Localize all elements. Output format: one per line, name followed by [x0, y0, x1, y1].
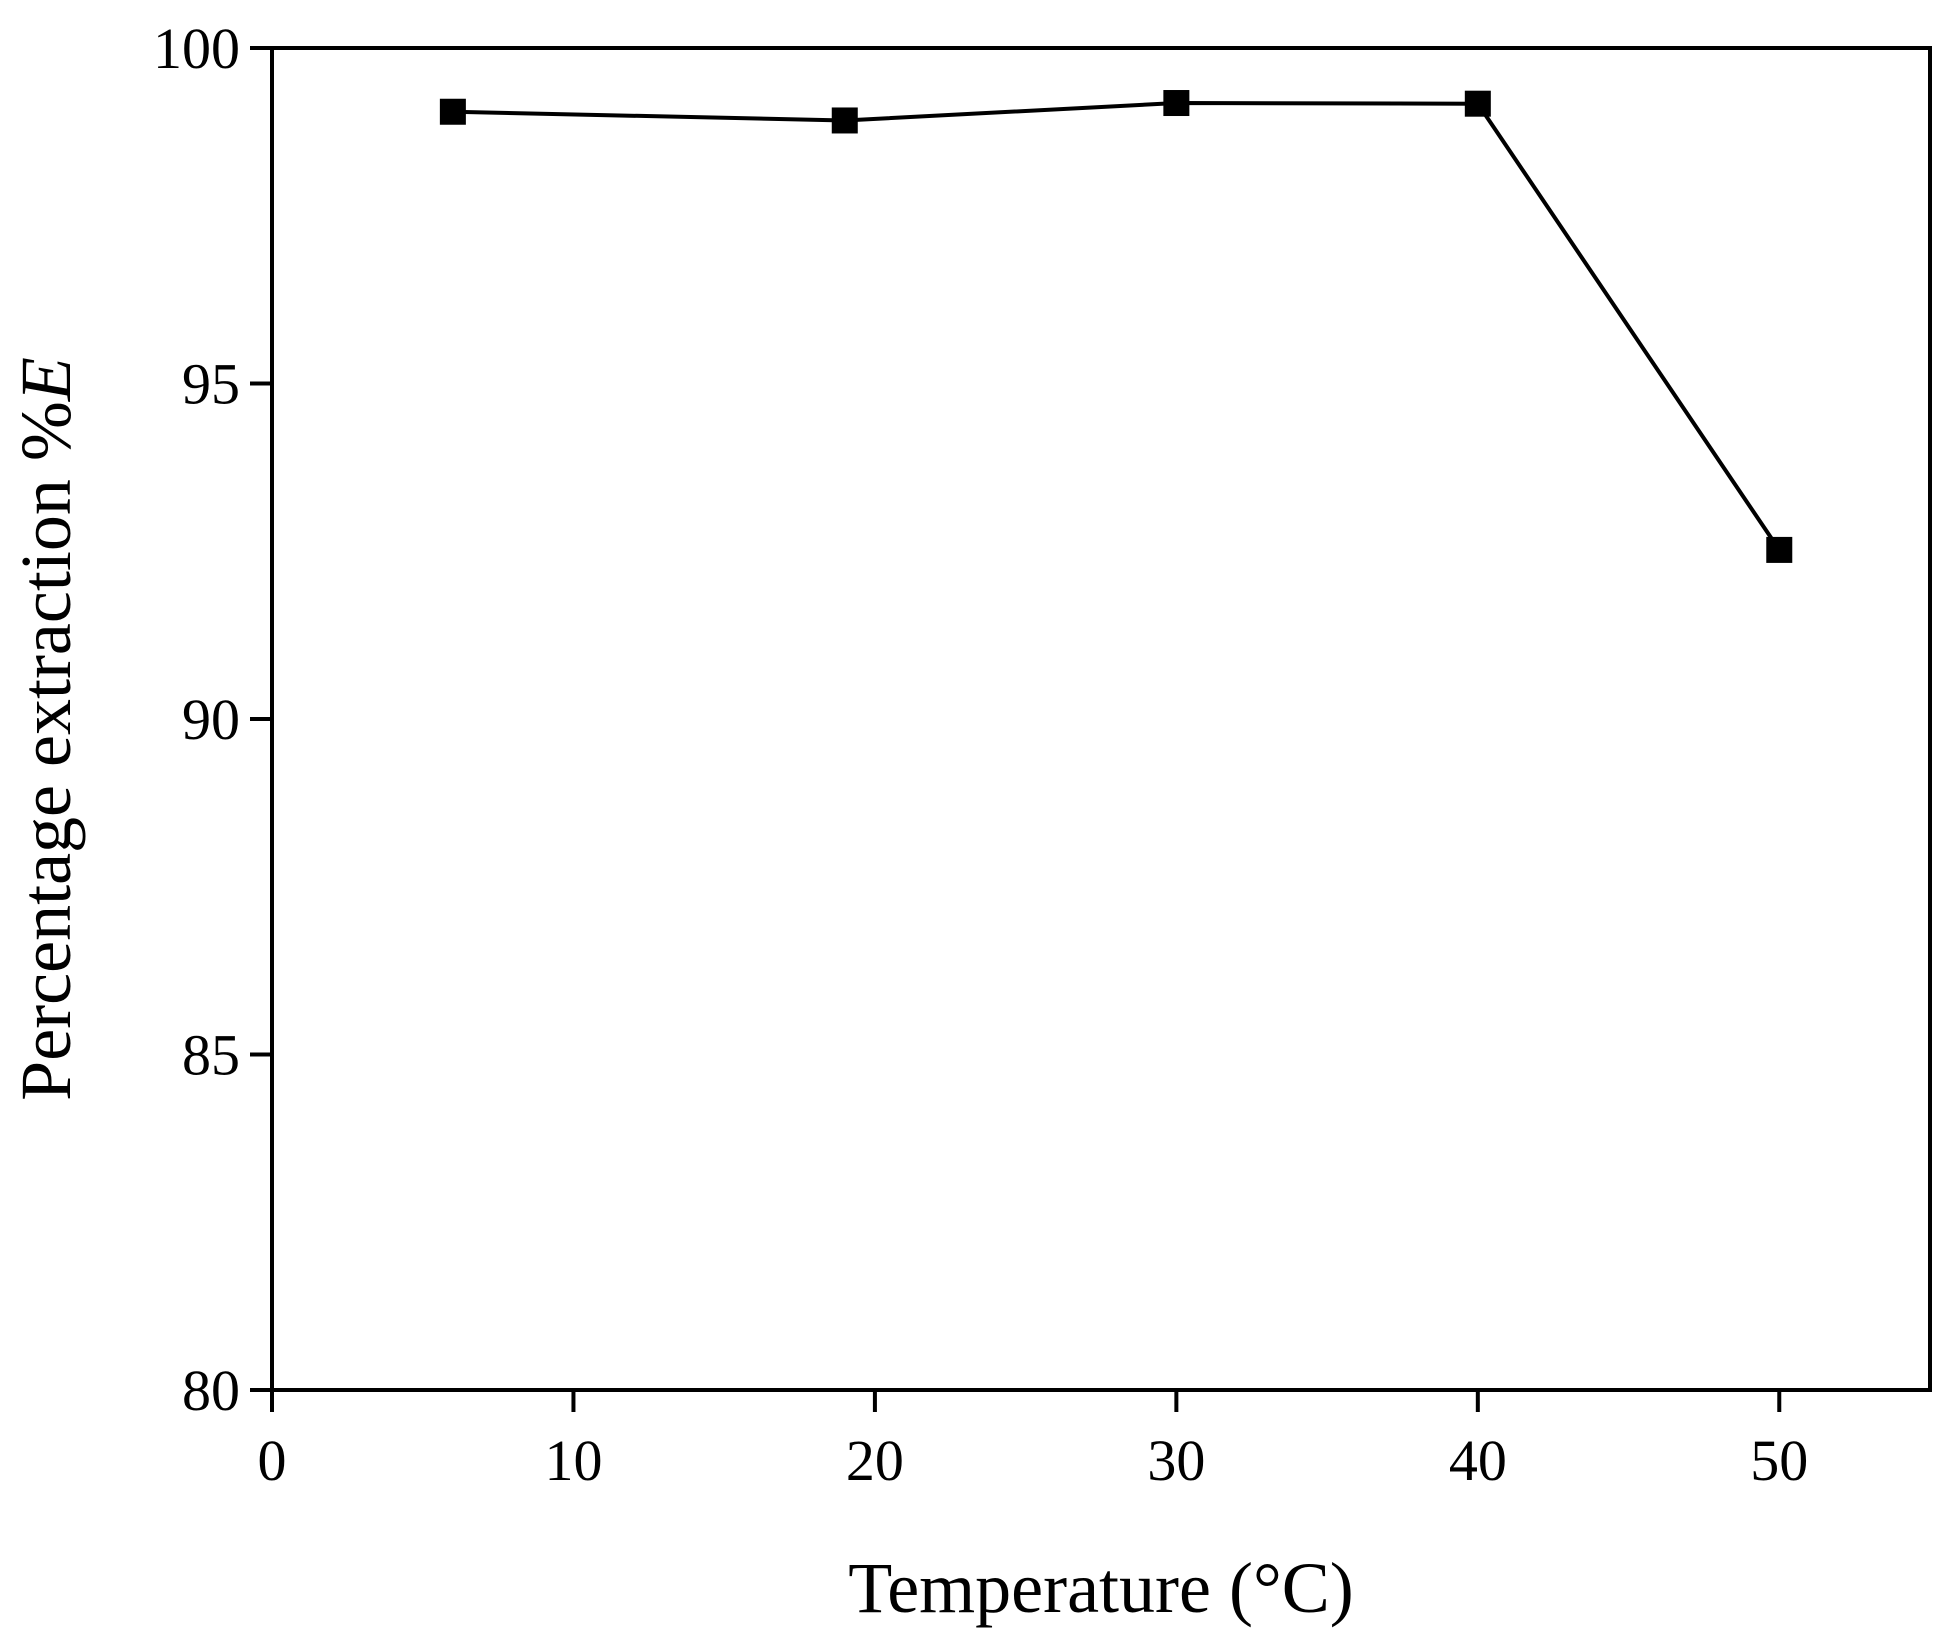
chart-marks [439, 90, 1793, 563]
plot-frame [270, 46, 1932, 1392]
series-line [452, 101, 1781, 552]
x-axis-title: Temperature (°C) [848, 1548, 1354, 1628]
data-point-marker [439, 98, 466, 125]
y-tick-label: 90 [182, 687, 240, 752]
data-point-marker [1163, 90, 1190, 117]
x-tick-label: 30 [1147, 1428, 1205, 1493]
x-tick-label: 0 [258, 1428, 287, 1493]
x-tick-label: 40 [1449, 1428, 1507, 1493]
y-tick-label: 85 [182, 1023, 240, 1088]
data-point-marker [831, 107, 858, 134]
y-axis-title-italic: E [6, 357, 86, 402]
y-tick-label: 95 [182, 352, 240, 417]
y-tick-label: 80 [182, 1358, 240, 1423]
y-axis-title: Percentage extraction %E [6, 357, 86, 1101]
y-axis-title-text: Percentage extraction % [6, 401, 86, 1101]
chart-axes [270, 46, 1932, 1392]
y-tick-label: 100 [153, 16, 240, 81]
x-tick-label: 10 [544, 1428, 602, 1493]
x-tick-label: 20 [846, 1428, 904, 1493]
x-tick-label: 50 [1750, 1428, 1808, 1493]
data-point-marker [1464, 90, 1491, 117]
data-point-marker [1766, 536, 1793, 563]
chart-ticks: 0 10 20 30 40 50 80 85 90 95 100 [153, 16, 1808, 1493]
